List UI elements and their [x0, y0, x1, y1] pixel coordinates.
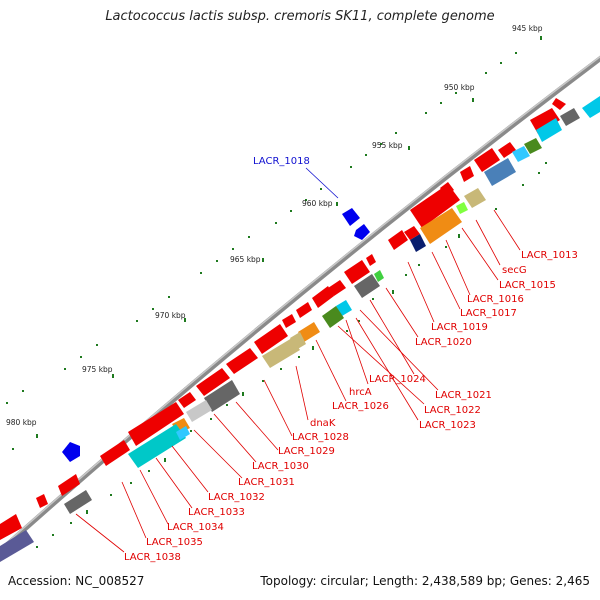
genome-summary-text: Topology: circular; Length: 2,438,589 bp… — [260, 574, 590, 588]
feature-bar-lacr-1030[interactable] — [186, 400, 212, 422]
feature-bar-lacr-1029[interactable] — [204, 380, 240, 412]
gene-label-lacr-1026[interactable]: LACR_1026 — [332, 401, 389, 412]
tick-label-950: 950 kbp — [444, 83, 475, 92]
gene-label-lacr-1020[interactable]: LACR_1020 — [415, 337, 472, 348]
gene-arrow[interactable] — [226, 348, 258, 374]
feature-bar-lacr-1016[interactable] — [420, 208, 462, 244]
gene-arrow[interactable] — [328, 280, 346, 296]
gene-arrow[interactable] — [388, 230, 408, 250]
gene-label-lacr-1030[interactable]: LACR_1030 — [252, 461, 309, 472]
feature-bar-lacr-1035[interactable] — [64, 490, 92, 514]
gene-arrow-lacr-1031[interactable] — [128, 402, 184, 446]
gene-label-lacr-1024[interactable]: LACR_1024 — [369, 374, 426, 385]
gene-arrow[interactable] — [178, 392, 196, 408]
feature-bar-lacr-1020[interactable] — [354, 274, 380, 298]
gene-label-lacr-1032[interactable]: LACR_1032 — [208, 492, 265, 503]
gene-arrow-lacr-1018[interactable] — [342, 208, 360, 226]
tick-label-975: 975 kbp — [82, 365, 113, 374]
gene-label-lacr-1015[interactable]: LACR_1015 — [499, 280, 556, 291]
tick-label-970: 970 kbp — [155, 311, 186, 320]
tick-label-960: 960 kbp — [302, 199, 333, 208]
feature-bar[interactable] — [560, 108, 580, 126]
gene-arrow[interactable] — [0, 514, 22, 540]
gene-arrow[interactable] — [100, 440, 130, 466]
gene-arrow[interactable] — [312, 286, 334, 308]
gene-label-lacr-1022[interactable]: LACR_1022 — [424, 405, 481, 416]
gene-label-lacr-1029[interactable]: LACR_1029 — [278, 446, 335, 457]
gene-arrow[interactable] — [58, 474, 80, 496]
feature-bar[interactable] — [524, 138, 542, 154]
gene-label-lacr-1033[interactable]: LACR_1033 — [188, 507, 245, 518]
gene-arrow-reverse[interactable] — [354, 224, 370, 240]
tick-label-980: 980 kbp — [6, 418, 37, 427]
gene-label-lacr-1028[interactable]: LACR_1028 — [292, 432, 349, 443]
feature-bar-lacr-1032[interactable] — [128, 424, 186, 468]
gene-arrow[interactable] — [460, 166, 474, 182]
gene-arrow-dnak[interactable] — [254, 324, 288, 354]
feature-bar-lacr-1017[interactable] — [410, 234, 426, 252]
gene-arrow-lacr-1012[interactable] — [530, 108, 560, 134]
gene-arrow[interactable] — [196, 368, 230, 396]
gene-label-lacr-1038[interactable]: LACR_1038 — [124, 552, 181, 563]
gene-label-hrca[interactable]: hrcA — [349, 387, 372, 398]
reverse-strand-genes — [62, 208, 370, 462]
feature-bar[interactable] — [582, 96, 600, 118]
feature-bar[interactable] — [484, 158, 516, 186]
gene-arrow-reverse[interactable] — [62, 442, 80, 462]
gene-arrow[interactable] — [36, 494, 48, 508]
feature-bar-hrca[interactable] — [322, 306, 344, 328]
tick-label-955: 955 kbp — [372, 141, 403, 150]
map-title: Lactococcus lactis subsp. cremoris SK11,… — [105, 9, 495, 24]
gene-label-lacr-1016[interactable]: LACR_1016 — [467, 294, 524, 305]
gene-label-lacr-1031[interactable]: LACR_1031 — [238, 477, 295, 488]
gene-label-group: LACR_1018 LACR_1013 secG LACR_1015 LACR_… — [124, 156, 578, 563]
gene-label-lacr-1035[interactable]: LACR_1035 — [146, 537, 203, 548]
gene-arrow[interactable] — [404, 226, 420, 240]
feature-bar-secg[interactable] — [456, 202, 468, 214]
feature-bar-lacr-1038[interactable] — [0, 530, 34, 562]
feature-bar-dnak[interactable] — [262, 338, 300, 368]
gene-label-lacr-1034[interactable]: LACR_1034 — [167, 522, 224, 533]
gene-label-lacr-1013[interactable]: LACR_1013 — [521, 250, 578, 261]
feature-bar[interactable] — [536, 118, 562, 142]
feature-bar-lacr-1026[interactable] — [298, 322, 320, 342]
tick-label-945: 945 kbp — [512, 24, 543, 33]
feature-bar[interactable] — [512, 146, 530, 162]
gene-label-lacr-1018[interactable]: LACR_1018 — [253, 156, 310, 167]
forward-strand-genes — [0, 96, 600, 562]
gene-arrow[interactable] — [498, 142, 516, 158]
label-leader-lines — [75, 167, 521, 553]
gene-arrow[interactable] — [474, 148, 500, 172]
gene-arrow[interactable] — [366, 254, 376, 266]
gene-label-lacr-1017[interactable]: LACR_1017 — [460, 308, 517, 319]
gene-label-lacr-1023[interactable]: LACR_1023 — [419, 420, 476, 431]
gene-label-dnak[interactable]: dnaK — [310, 418, 336, 429]
gene-arrow-small[interactable] — [552, 98, 566, 110]
gene-label-lacr-1021[interactable]: LACR_1021 — [435, 390, 492, 401]
tick-label-965: 965 kbp — [230, 255, 261, 264]
feature-bar[interactable] — [176, 426, 190, 440]
feature-bar-lacr-1019[interactable] — [374, 270, 384, 282]
gene-label-secg[interactable]: secG — [502, 265, 527, 276]
inner-tick-ring — [36, 162, 547, 548]
accession-text: Accession: NC_008527 — [8, 574, 145, 588]
feature-bar-lacr-1015[interactable] — [464, 188, 486, 208]
gene-arrow-lacr-1016[interactable] — [410, 184, 460, 228]
outer-tick-ring — [6, 36, 542, 450]
gene-arrow[interactable] — [282, 314, 296, 328]
gene-arrow-lacr-1020[interactable] — [344, 260, 370, 284]
gene-arrow[interactable] — [296, 302, 312, 318]
gene-label-lacr-1019[interactable]: LACR_1019 — [431, 322, 488, 333]
